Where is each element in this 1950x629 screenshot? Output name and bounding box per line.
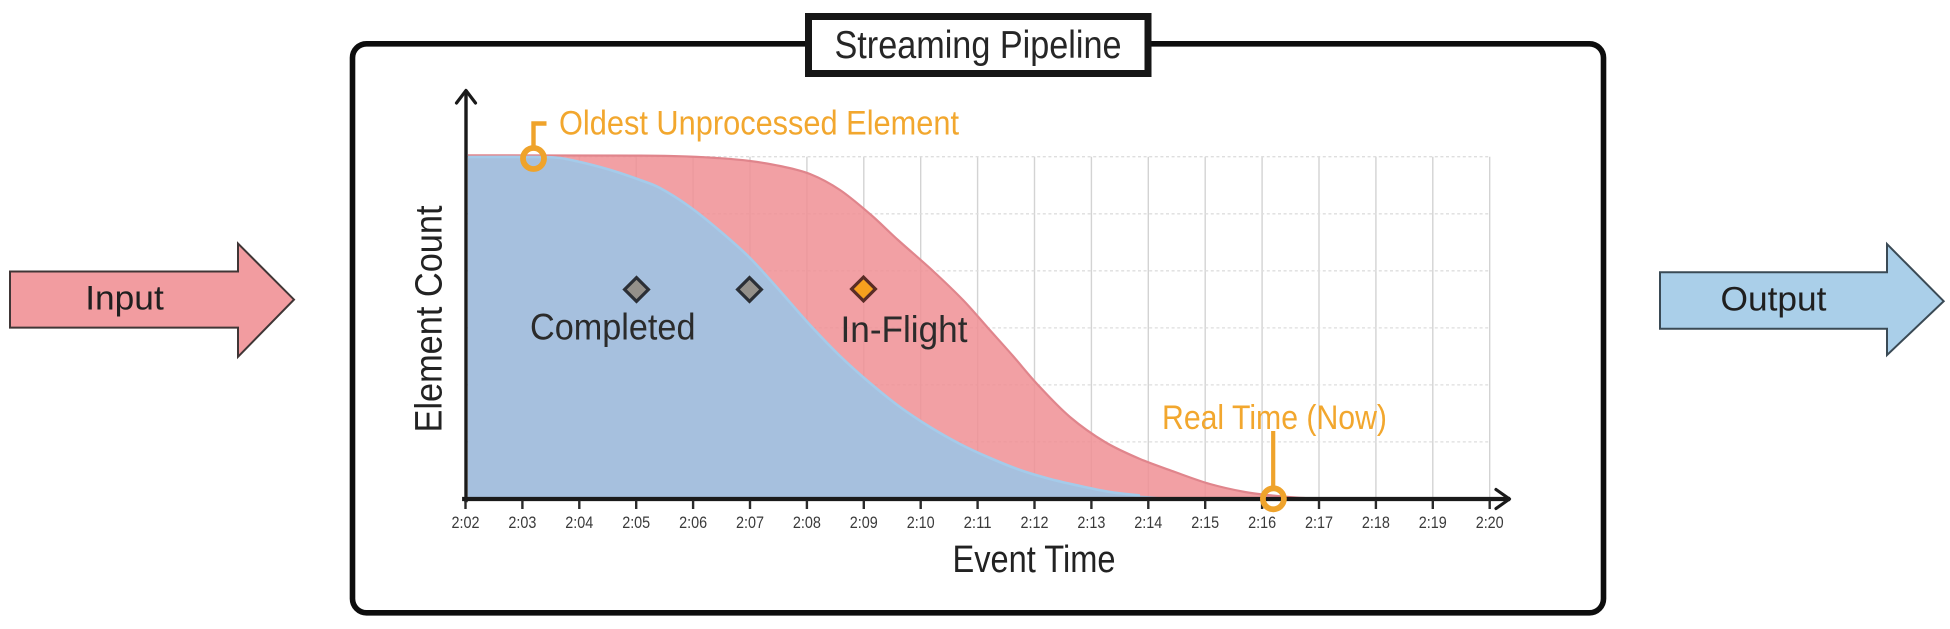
svg-text:2:15: 2:15 [1191,513,1219,532]
svg-text:2:04: 2:04 [565,513,593,532]
svg-text:Streaming Pipeline: Streaming Pipeline [835,24,1122,67]
svg-text:2:13: 2:13 [1077,513,1105,532]
svg-text:2:18: 2:18 [1362,513,1390,532]
svg-text:2:08: 2:08 [793,513,821,532]
svg-text:2:20: 2:20 [1476,513,1504,532]
svg-text:2:19: 2:19 [1419,513,1447,532]
svg-text:2:12: 2:12 [1021,513,1049,532]
svg-text:Input: Input [85,280,164,318]
svg-text:2:11: 2:11 [964,513,992,532]
svg-text:Real Time (Now): Real Time (Now) [1162,399,1387,437]
svg-text:2:02: 2:02 [452,513,480,532]
svg-text:2:05: 2:05 [622,513,650,532]
svg-text:Event Time: Event Time [953,539,1116,581]
svg-text:Oldest Unprocessed Element: Oldest Unprocessed Element [559,105,959,143]
svg-text:Output: Output [1721,281,1828,319]
svg-text:Completed: Completed [530,306,696,348]
svg-text:Element Count: Element Count [409,205,451,432]
svg-text:2:09: 2:09 [850,513,878,532]
svg-text:2:14: 2:14 [1134,513,1162,532]
svg-text:2:07: 2:07 [736,513,764,532]
svg-text:2:06: 2:06 [679,513,707,532]
svg-text:2:03: 2:03 [508,513,536,532]
svg-text:In-Flight: In-Flight [841,308,969,350]
svg-text:2:16: 2:16 [1248,513,1276,532]
svg-text:2:10: 2:10 [907,513,935,532]
svg-text:2:17: 2:17 [1305,513,1333,532]
